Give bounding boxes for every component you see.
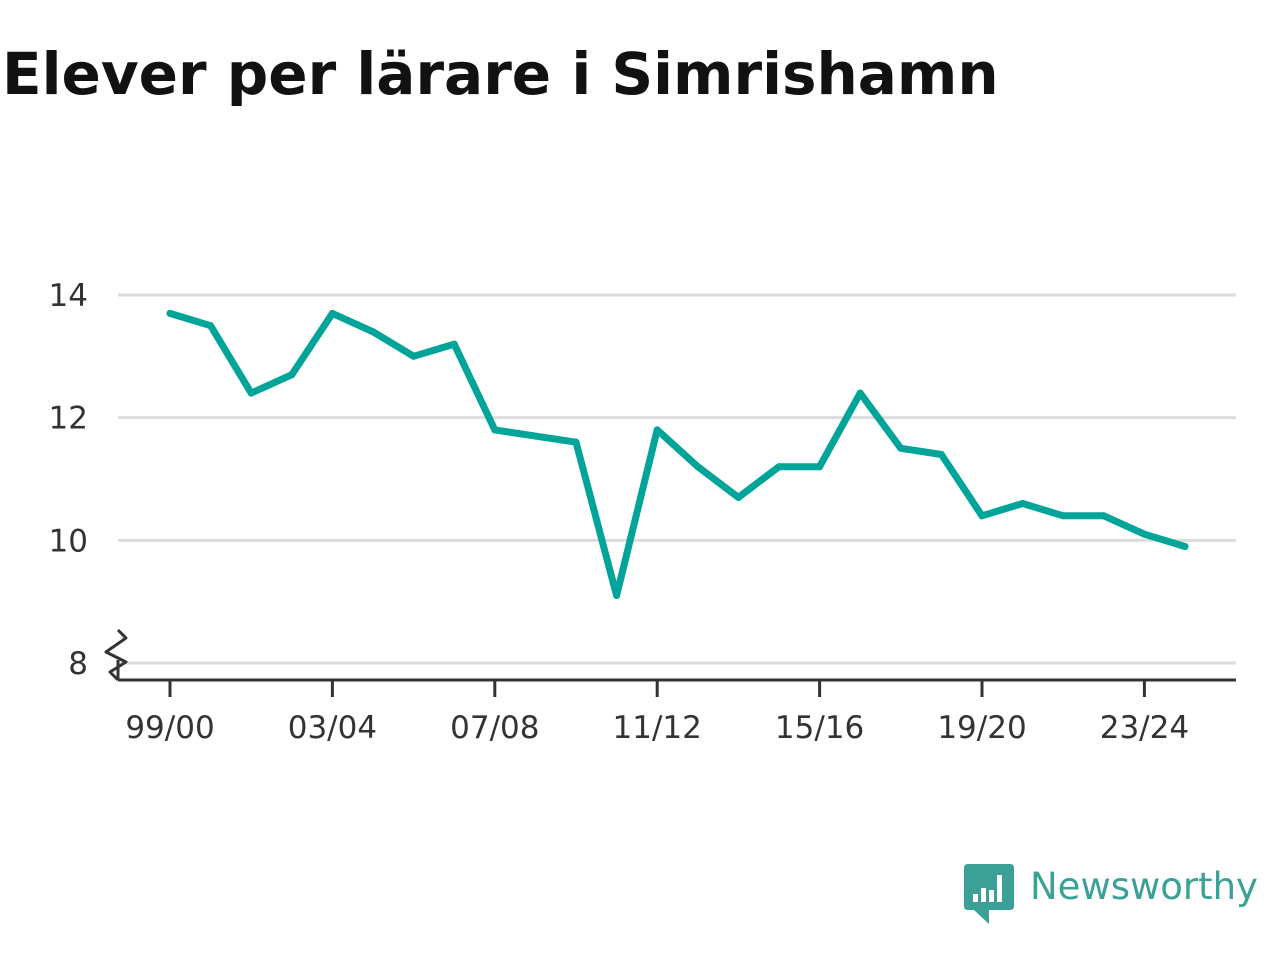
x-axis-ticks — [168, 680, 1146, 697]
x-tick-label: 07/08 — [450, 710, 539, 746]
data-point — [1019, 500, 1027, 508]
data-point — [450, 340, 458, 348]
data-point — [328, 309, 336, 317]
series-layer — [166, 309, 1189, 600]
series-line — [166, 309, 1189, 599]
data-point — [1100, 512, 1108, 520]
data-point — [856, 389, 864, 397]
data-point — [1059, 512, 1067, 520]
y-tick-label: 14 — [49, 278, 88, 314]
data-point — [816, 463, 824, 471]
data-point — [369, 328, 377, 336]
x-axis-labels: 99/00 03/04 07/08 11/12 15/16 19/20 23/24 — [125, 710, 1189, 746]
data-point — [775, 463, 783, 471]
brand-name: Newsworthy — [1030, 865, 1258, 908]
data-point — [734, 493, 742, 501]
x-tick-label: 99/00 — [125, 710, 214, 746]
axis-break-icon — [104, 628, 128, 682]
x-tick-label: 11/12 — [613, 710, 702, 746]
data-point — [978, 512, 986, 520]
y-tick-label: 10 — [49, 523, 88, 559]
data-point — [897, 444, 905, 452]
brand-logo: Newsworthy — [964, 864, 1258, 926]
data-point — [531, 432, 539, 440]
x-tick-label: 15/16 — [775, 710, 864, 746]
data-point — [937, 450, 945, 458]
data-point — [410, 352, 418, 360]
data-point — [572, 438, 580, 446]
x-axis — [104, 628, 1236, 682]
x-tick-label: 03/04 — [288, 710, 377, 746]
data-point — [1181, 542, 1189, 550]
data-point — [288, 371, 296, 379]
chart-title: Elever per lärare i Simrishamn — [2, 40, 999, 108]
y-axis-labels: 8 10 12 14 — [49, 278, 88, 682]
data-point — [491, 426, 499, 434]
y-tick-label: 8 — [68, 646, 88, 682]
data-point — [694, 463, 702, 471]
y-tick-label: 12 — [49, 401, 88, 437]
x-tick-label: 19/20 — [937, 710, 1026, 746]
data-point — [207, 322, 215, 330]
data-point — [613, 592, 621, 600]
bar-chart-speech-bubble-icon — [964, 864, 1014, 924]
data-point — [653, 426, 661, 434]
gridlines — [118, 293, 1236, 665]
data-point — [247, 389, 255, 397]
data-point — [1140, 530, 1148, 538]
data-point — [166, 309, 174, 317]
x-tick-label: 23/24 — [1100, 710, 1189, 746]
